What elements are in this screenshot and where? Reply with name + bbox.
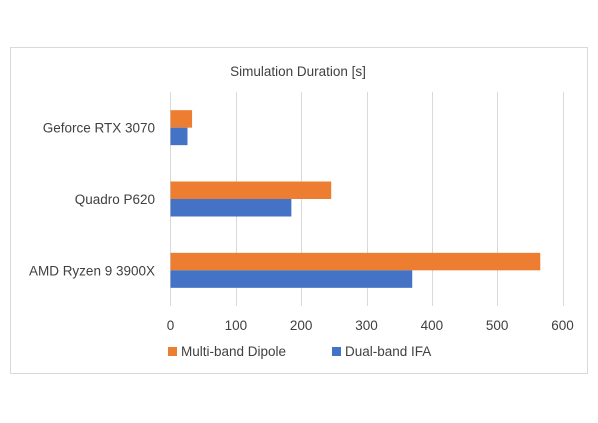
legend-label: Dual-band IFA <box>345 344 431 359</box>
bar <box>170 110 193 128</box>
category-label: Geforce RTX 3070 <box>43 121 155 136</box>
category-label: AMD Ryzen 9 3900X <box>29 263 155 278</box>
chart-title: Simulation Duration [s] <box>230 64 366 79</box>
x-tick-label: 100 <box>225 318 248 333</box>
x-tick-label: 600 <box>551 318 574 333</box>
x-tick-label: 200 <box>290 318 313 333</box>
x-tick-label: 400 <box>421 318 444 333</box>
x-tick-label: 0 <box>167 318 175 333</box>
x-tick-label: 500 <box>486 318 509 333</box>
legend-swatch <box>332 347 341 356</box>
chart-frame <box>10 47 588 374</box>
bar <box>170 252 541 271</box>
legend-swatch <box>168 347 177 356</box>
x-tick-label: 300 <box>355 318 378 333</box>
bar <box>170 181 332 199</box>
bar <box>170 127 188 146</box>
bar <box>170 199 292 217</box>
bar <box>170 270 413 288</box>
category-label: Quadro P620 <box>75 192 155 207</box>
legend-label: Multi-band Dipole <box>181 344 286 359</box>
